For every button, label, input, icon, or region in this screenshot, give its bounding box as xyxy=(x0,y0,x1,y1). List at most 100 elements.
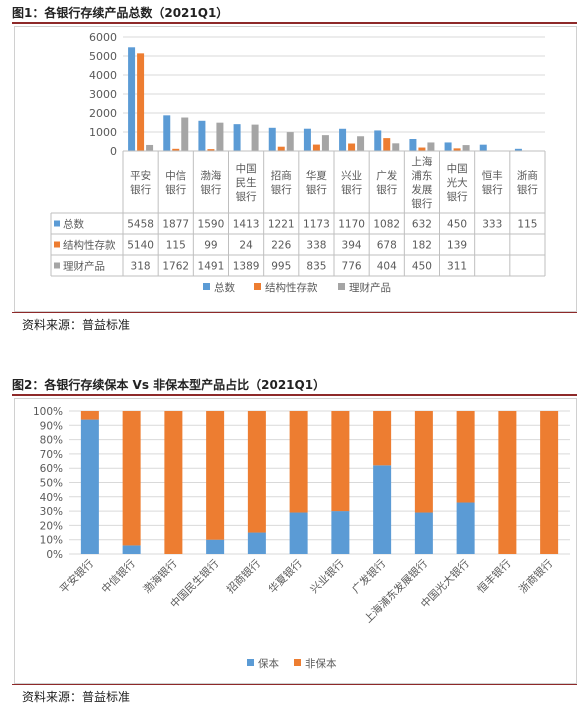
bar-1 xyxy=(339,128,347,151)
table-value: 1221 xyxy=(268,219,295,231)
figure2-panel: 0% 10% 20% 30% 40% 50% 60% 70% 80% 90% 100% 平安银行 中信银… xyxy=(14,398,577,684)
bar-segment-1 xyxy=(373,465,392,554)
table-value: 835 xyxy=(306,261,326,273)
x-category-label: 广发银行 xyxy=(349,557,388,596)
figure2-title-rule xyxy=(12,394,577,396)
bar-segment-2 xyxy=(122,411,141,546)
table-value: 404 xyxy=(377,261,397,273)
table-legend-key xyxy=(54,262,60,269)
x-category-label: 招商银行 xyxy=(271,169,292,196)
bar-1 xyxy=(374,130,382,151)
table-value: 115 xyxy=(517,219,537,231)
bar-3 xyxy=(321,135,329,151)
bar-1 xyxy=(514,148,522,151)
y-tick-label: 30% xyxy=(40,506,63,518)
y-tick-label: 40% xyxy=(40,492,63,504)
y-tick-label: 3000 xyxy=(89,88,117,101)
y-tick-label: 1000 xyxy=(89,126,117,139)
bar-3 xyxy=(357,136,365,151)
y-tick-label: 4000 xyxy=(89,69,117,82)
table-value: 1389 xyxy=(233,261,260,273)
y-tick-label: 80% xyxy=(40,435,63,447)
table-value: 182 xyxy=(412,240,432,252)
bar-segment-2 xyxy=(498,411,517,554)
figure1-title-rule xyxy=(12,22,577,24)
table-value: 311 xyxy=(447,261,467,273)
table-value: 5140 xyxy=(127,240,154,252)
x-category-label: 招商银行 xyxy=(224,557,263,596)
bar-segment-1 xyxy=(80,419,99,554)
bar-segment-2 xyxy=(414,411,433,513)
bar-segment-2 xyxy=(164,411,183,554)
bar-3 xyxy=(181,117,189,151)
bar-segment-2 xyxy=(206,411,225,540)
table-value: 1590 xyxy=(198,219,225,231)
bar-3 xyxy=(462,145,470,151)
table-value: 338 xyxy=(306,240,326,252)
y-tick-label: 2000 xyxy=(89,107,117,120)
table-row-header: 结构性存款 xyxy=(63,239,116,252)
table-value: 1491 xyxy=(198,261,225,273)
figure1-panel: 0 1000 2000 3000 4000 5000 6000 平安银行 中信银行 渤海银行 中国民… xyxy=(14,26,577,312)
bar-3 xyxy=(427,142,435,151)
x-category-label: 广发银行 xyxy=(376,169,397,196)
figure2-title: 图2：各银行存续保本 Vs 非保本型产品占比（2021Q1） xyxy=(12,378,326,392)
table-value: 333 xyxy=(482,219,502,231)
x-category-label: 平安银行 xyxy=(57,557,96,596)
legend-key xyxy=(338,283,345,290)
bar-segment-2 xyxy=(331,411,350,512)
bar-2 xyxy=(207,149,215,151)
x-category-label: 兴业银行 xyxy=(341,170,362,196)
figure2-chart: 0% 10% 20% 30% 40% 50% 60% 70% 80% 90% 100% 平安银行 中信银… xyxy=(33,406,570,670)
bar-3 xyxy=(251,124,259,151)
bar-1 xyxy=(303,128,311,151)
x-category-label: 平安银行 xyxy=(130,169,151,196)
y-tick-label: 10% xyxy=(40,535,63,547)
bar-segment-2 xyxy=(289,411,308,513)
table-value: 226 xyxy=(271,240,291,252)
bar-segment-1 xyxy=(289,512,308,554)
bar-segment-1 xyxy=(331,511,350,554)
table-value: 1877 xyxy=(162,219,189,231)
x-category-label: 中国光大银行 xyxy=(447,162,468,203)
figure1-chart: 0 1000 2000 3000 4000 5000 6000 平安银行中信银行渤海银行中国民… xyxy=(50,31,546,294)
bar-2 xyxy=(137,53,145,152)
x-category-label: 渤海银行 xyxy=(141,557,180,596)
bar-1 xyxy=(409,138,417,151)
bar-1 xyxy=(163,115,171,151)
bar-segment-1 xyxy=(414,512,433,554)
figure2-bottom-rule xyxy=(12,684,577,685)
bar-1 xyxy=(128,47,136,151)
figure1-title: 图1：各银行存续产品总数（2021Q1） xyxy=(12,6,229,20)
bar-segment-1 xyxy=(456,502,475,554)
table-value: 115 xyxy=(166,240,186,252)
table-value: 776 xyxy=(342,261,362,273)
legend-label: 总数 xyxy=(214,281,235,294)
bar-1 xyxy=(268,127,276,151)
bar-2 xyxy=(348,143,356,151)
table-value: 995 xyxy=(271,261,291,273)
bar-segment-1 xyxy=(206,539,225,554)
bar-2 xyxy=(453,148,461,151)
bar-2 xyxy=(418,147,426,151)
y-tick-label: 20% xyxy=(40,520,63,532)
bar-1 xyxy=(198,120,206,151)
table-value: 99 xyxy=(204,240,217,252)
y-tick-label: 60% xyxy=(40,463,63,475)
y-tick-label: 5000 xyxy=(89,50,117,63)
x-category-label: 中国民生银行 xyxy=(236,162,257,203)
x-category-label: 浙商银行 xyxy=(516,557,555,596)
legend-key xyxy=(254,283,261,290)
legend-key xyxy=(203,283,210,290)
y-tick-label: 6000 xyxy=(89,31,117,44)
table-value: 1413 xyxy=(233,219,260,231)
y-tick-label: 50% xyxy=(40,478,63,490)
x-category-label: 上海浦东发展银行 xyxy=(411,155,432,210)
table-row-header: 总数 xyxy=(63,218,84,231)
table-value: 5458 xyxy=(127,219,154,231)
table-value: 394 xyxy=(342,240,362,252)
table-row-header: 理财产品 xyxy=(63,260,105,273)
y-tick-label: 100% xyxy=(33,406,63,418)
figure1-bottom-rule xyxy=(12,312,577,313)
table-value: 450 xyxy=(412,261,432,273)
